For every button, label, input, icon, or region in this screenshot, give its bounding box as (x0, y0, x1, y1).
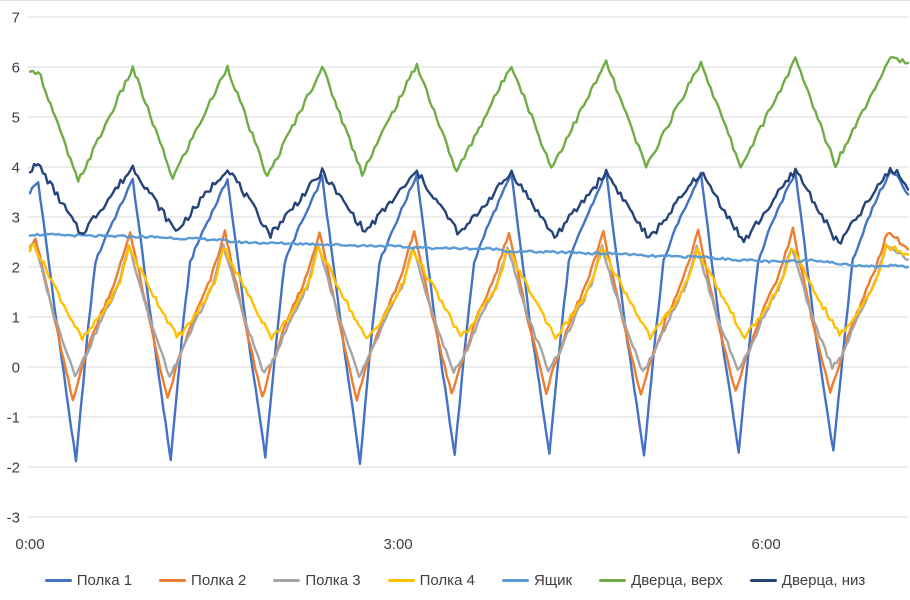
legend-item-Полка 1: Полка 1 (44, 571, 133, 589)
legend-label: Полка 4 (419, 571, 475, 589)
y-axis-tick-label: 3 (12, 210, 20, 227)
chart-legend: Полка 1 Полка 2 Полка 3 Полка 4 Ящик Дверца, … (0, 568, 910, 592)
legend-label: Дверца, верх (631, 571, 723, 589)
legend-item-Полка 3: Полка 3 (273, 571, 361, 589)
legend-line-swatch (387, 578, 415, 582)
y-axis-tick-label: 0 (12, 360, 20, 377)
y-axis-tick-label: 7 (12, 10, 20, 27)
series-line-Полка 1 (28, 170, 910, 465)
y-axis-tick-label: 6 (12, 60, 20, 77)
legend-line-swatch (599, 578, 627, 582)
legend-label: Полка 2 (191, 571, 247, 589)
x-axis-tick-label: 0:00 (15, 536, 44, 553)
series-line-Полка 4 (28, 243, 910, 342)
y-axis-tick-label: 4 (12, 160, 20, 177)
legend-label: Дверца, низ (781, 571, 866, 589)
series-line-Дверца, верх (28, 55, 910, 183)
y-axis-tick-label: -1 (7, 410, 20, 427)
y-axis-tick-label: 1 (12, 310, 20, 327)
series-line-Ящик (28, 232, 910, 269)
x-axis-tick-label: 6:00 (751, 536, 780, 553)
legend-line-swatch (749, 578, 777, 582)
top-edge-divider (0, 0, 910, 1)
legend-line-swatch (501, 578, 529, 582)
legend-item-Дверца, верх: Дверца, верх (599, 572, 723, 589)
series-line-Полка 3 (28, 241, 910, 379)
x-axis-tick-label: 3:00 (383, 536, 412, 553)
legend-label: Полка 1 (76, 571, 133, 589)
legend-line-swatch (44, 578, 72, 582)
y-axis-tick-label: -2 (7, 460, 20, 477)
legend-line-swatch (273, 578, 301, 582)
y-axis-tick-label: 5 (12, 110, 20, 127)
y-axis-tick-label: 2 (12, 260, 20, 277)
legend-item-Ящик: Ящик (501, 571, 573, 589)
legend-item-Полка 2: Полка 2 (159, 572, 246, 589)
legend-line-swatch (159, 578, 187, 582)
legend-item-Полка 4: Полка 4 (387, 571, 475, 589)
legend-item-Дверца, низ: Дверца, низ (749, 571, 866, 589)
y-axis-tick-label: -3 (7, 510, 20, 527)
legend-label: Полка 3 (305, 571, 361, 589)
series-line-Дверца, низ (28, 162, 910, 245)
legend-label: Ящик (533, 571, 573, 589)
